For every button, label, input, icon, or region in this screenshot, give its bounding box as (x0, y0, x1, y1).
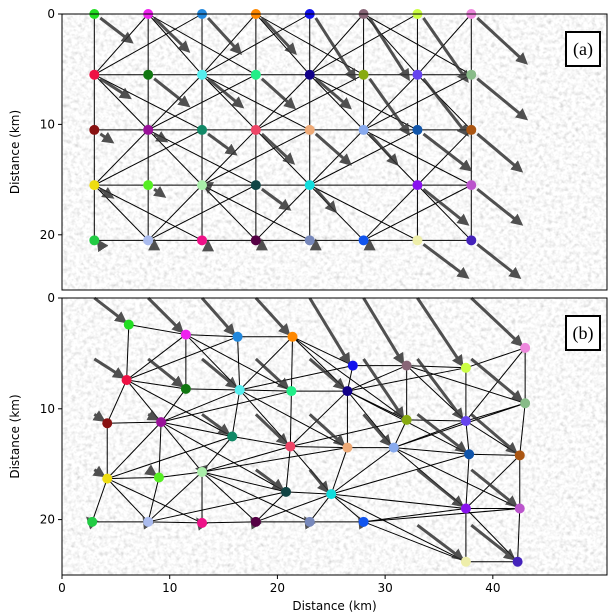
node (143, 70, 153, 80)
node (143, 180, 153, 190)
node (464, 449, 474, 459)
node (466, 180, 476, 190)
node (402, 415, 412, 425)
node (197, 70, 207, 80)
node (233, 332, 243, 342)
node (286, 386, 296, 396)
node (89, 125, 99, 135)
node (515, 450, 525, 460)
y-tick-label: 10 (40, 117, 55, 131)
node (305, 235, 315, 245)
node (466, 70, 476, 80)
node (412, 70, 422, 80)
y-tick-label: 0 (47, 291, 55, 305)
node (156, 417, 166, 427)
node (122, 375, 132, 385)
x-tick-label: 40 (485, 581, 500, 595)
node (389, 443, 399, 453)
node (461, 504, 471, 514)
node (143, 517, 153, 527)
node (251, 125, 261, 135)
node (235, 385, 245, 395)
node (359, 235, 369, 245)
node (461, 416, 471, 426)
node (143, 125, 153, 135)
x-tick-label: 20 (270, 581, 285, 595)
node (251, 517, 261, 527)
panel-label: (b) (573, 323, 594, 344)
node (515, 504, 525, 514)
node (197, 235, 207, 245)
node (520, 398, 530, 408)
x-tick-label: 10 (162, 581, 177, 595)
node (305, 180, 315, 190)
node (466, 235, 476, 245)
node (87, 517, 97, 527)
node (342, 443, 352, 453)
node (287, 332, 297, 342)
node (197, 467, 207, 477)
node (513, 557, 523, 567)
node (181, 330, 191, 340)
y-tick-label: 20 (40, 513, 55, 527)
node (102, 474, 112, 484)
y-tick-label: 0 (47, 7, 55, 21)
node (461, 363, 471, 373)
x-axis-label: Distance (km) (292, 599, 376, 613)
panel: 0 10 20 Distance (km) 0 10 20 30 40 Distance (km)… (8, 291, 607, 613)
node (227, 432, 237, 442)
node (251, 180, 261, 190)
panel-label: (a) (573, 39, 593, 60)
node (89, 180, 99, 190)
node (359, 125, 369, 135)
node (197, 180, 207, 190)
node (412, 125, 422, 135)
node (102, 418, 112, 428)
x-tick-label: 30 (377, 581, 392, 595)
node (285, 441, 295, 451)
node (342, 386, 352, 396)
node (348, 361, 358, 371)
node (402, 361, 412, 371)
y-axis-label: Distance (km) (8, 110, 22, 194)
node (461, 557, 471, 567)
node (466, 125, 476, 135)
node (124, 320, 134, 330)
node (89, 70, 99, 80)
node (305, 70, 315, 80)
node (412, 180, 422, 190)
y-tick-label: 20 (40, 228, 55, 242)
node (412, 235, 422, 245)
figure: 01020Distance (km)(a)01020Distance (km)0… (0, 0, 609, 616)
node (143, 235, 153, 245)
node (326, 489, 336, 499)
node (181, 384, 191, 394)
node (359, 517, 369, 527)
node (89, 235, 99, 245)
y-axis-label: Distance (km) (8, 394, 22, 478)
node (281, 487, 291, 497)
node (154, 472, 164, 482)
x-tick-label: 0 (58, 581, 66, 595)
node (520, 343, 530, 353)
panel: 0 10 20 Distance (km) (a) (8, 7, 607, 290)
node (305, 517, 315, 527)
y-tick-label: 10 (40, 402, 55, 416)
node (305, 125, 315, 135)
node (197, 125, 207, 135)
node (251, 235, 261, 245)
node (251, 70, 261, 80)
node (359, 70, 369, 80)
node (197, 518, 207, 528)
